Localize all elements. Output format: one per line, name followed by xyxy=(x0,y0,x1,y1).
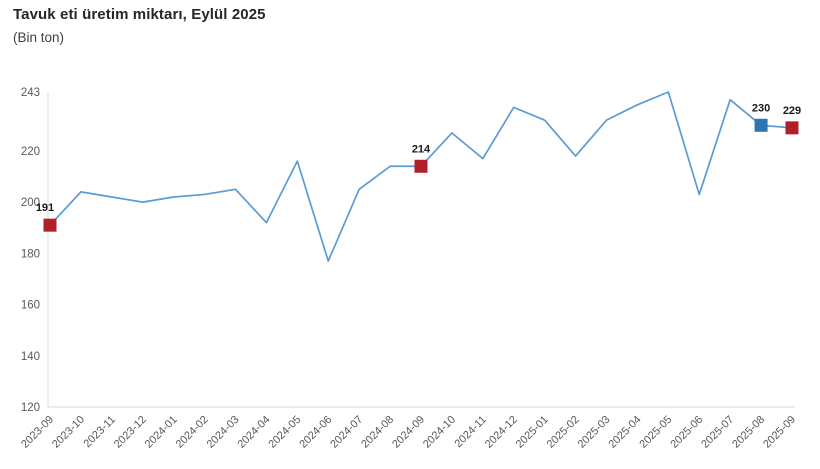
x-axis-tick-label: 2024-02 xyxy=(174,414,211,451)
x-axis-tick-label: 2024-08 xyxy=(359,414,396,451)
x-axis-tick-label: 2025-05 xyxy=(637,414,674,451)
series-line[interactable] xyxy=(49,91,793,262)
x-axis-tick-label: 2024-06 xyxy=(297,414,334,451)
x-axis-tick-label: 2024-04 xyxy=(236,414,273,451)
data-point-label: 191 xyxy=(36,202,54,214)
x-axis-tick-label: 2025-09 xyxy=(761,414,798,451)
chart-header: Tavuk eti üretim miktarı, Eylül 2025 (Bi… xyxy=(13,6,266,45)
x-axis-tick-label: 2025-02 xyxy=(545,414,582,451)
y-axis-tick-label: 220 xyxy=(21,146,40,158)
x-axis-tick-label: 2024-09 xyxy=(390,414,427,451)
x-axis-tick-label: 2024-07 xyxy=(328,414,365,451)
x-axis-tick-label: 2024-12 xyxy=(483,414,520,451)
data-point-marker-2025-09[interactable] xyxy=(785,121,799,135)
x-axis-tick-label: 2024-05 xyxy=(266,414,303,451)
y-axis-tick-label: 200 xyxy=(21,197,40,209)
x-axis-tick-label: 2023-11 xyxy=(81,414,117,450)
y-axis-tick-label: 140 xyxy=(21,351,40,363)
y-axis-tick-label: 120 xyxy=(21,402,40,414)
y-axis-tick-label: 243 xyxy=(21,87,40,99)
x-axis-tick-label: 2025-01 xyxy=(514,414,551,451)
data-point-label: 230 xyxy=(752,102,770,114)
chart-title: Tavuk eti üretim miktarı, Eylül 2025 xyxy=(13,6,266,23)
x-axis-tick-label: 2025-08 xyxy=(730,414,767,451)
data-point-label: 229 xyxy=(783,105,801,117)
x-axis-tick-label: 2024-03 xyxy=(205,414,242,451)
x-axis-tick-label: 2025-06 xyxy=(668,414,705,451)
x-axis-tick-label: 2024-11 xyxy=(452,414,488,450)
chart-subtitle: (Bin ton) xyxy=(13,30,65,45)
x-axis-tick-label: 2023-10 xyxy=(50,414,87,451)
x-axis-tick-label: 2025-04 xyxy=(607,414,644,451)
y-axis-tick-label: 160 xyxy=(21,300,40,312)
x-axis-tick-label: 2024-01 xyxy=(143,414,180,451)
data-point-marker-2023-09[interactable] xyxy=(43,218,57,232)
x-axis-tick-label: 2025-03 xyxy=(576,414,613,451)
data-point-label: 214 xyxy=(412,143,431,155)
x-axis-tick-label: 2023-09 xyxy=(19,414,56,451)
data-point-marker-2025-08[interactable] xyxy=(754,118,768,132)
y-axis-tick-label: 180 xyxy=(21,248,40,260)
x-axis-tick-label: 2023-12 xyxy=(112,414,149,451)
data-point-marker-2024-09[interactable] xyxy=(414,159,428,173)
x-axis-tick-label: 2024-10 xyxy=(421,414,458,451)
x-axis-tick-label: 2025-07 xyxy=(699,414,736,451)
